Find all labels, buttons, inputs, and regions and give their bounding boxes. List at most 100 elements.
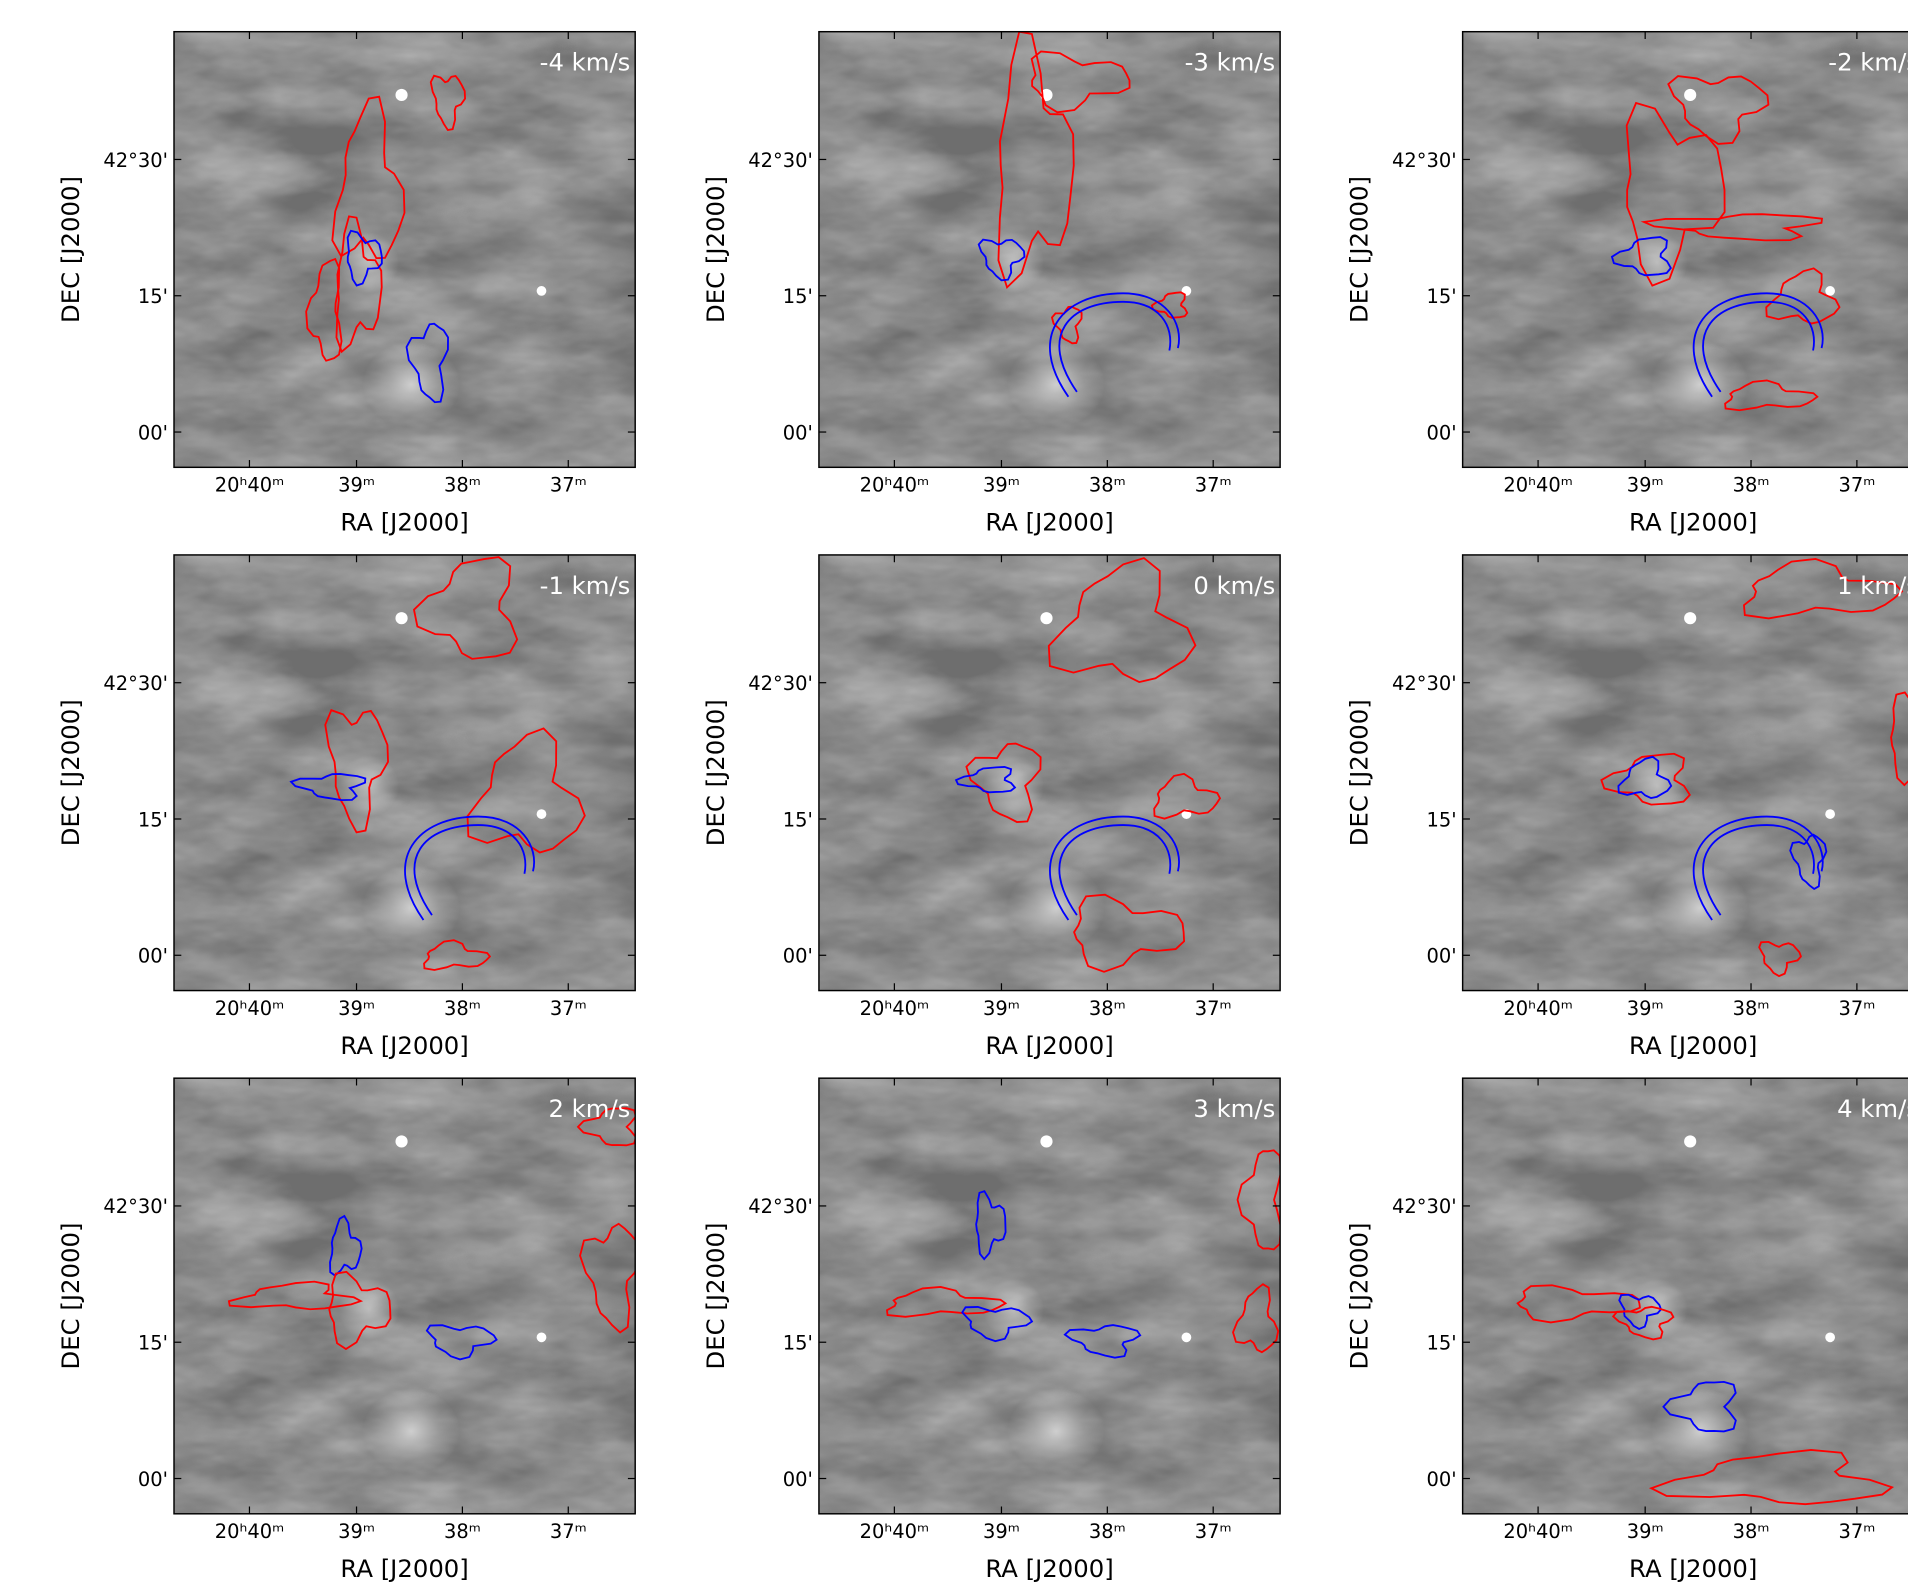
- x-tick-label: 38ᵐ: [1089, 997, 1126, 1020]
- x-tick-label: 20ʰ40ᵐ: [860, 997, 930, 1020]
- velocity-label: -4 km/s: [540, 48, 631, 77]
- star: [395, 1135, 407, 1147]
- x-axis-label: RA [J2000]: [340, 1031, 468, 1060]
- x-tick-label: 37ᵐ: [1195, 1520, 1232, 1543]
- y-axis-label: DEC [J2000]: [1345, 1223, 1374, 1370]
- x-tick-label: 37ᵐ: [1195, 474, 1232, 497]
- y-axis-label: DEC [J2000]: [1345, 176, 1374, 323]
- page: 20ʰ40ᵐ 39ᵐ 38ᵐ 37ᵐ 42°30' 15' 00' -4 km/s RA [J2…: [0, 0, 1908, 1582]
- star: [1684, 612, 1696, 624]
- velocity-label: 2 km/s: [548, 1094, 630, 1123]
- nebula-glow: [338, 756, 399, 817]
- star: [1040, 612, 1052, 624]
- x-tick-label: 39ᵐ: [338, 1520, 375, 1543]
- velocity-label: -3 km/s: [1185, 48, 1276, 77]
- sky-image: [1463, 555, 1908, 991]
- nebula-glow: [1008, 1388, 1105, 1473]
- y-tick-label: 15': [138, 285, 168, 308]
- y-tick-label: 15': [783, 808, 813, 831]
- y-tick-label: 15': [138, 808, 168, 831]
- y-tick-label: 00': [1426, 945, 1456, 968]
- star: [537, 1332, 547, 1342]
- star: [395, 612, 407, 624]
- star: [1825, 1332, 1835, 1342]
- velocity-label: 3 km/s: [1193, 1094, 1275, 1123]
- star: [395, 89, 407, 101]
- sky-image: [1463, 32, 1908, 468]
- star: [1040, 1135, 1052, 1147]
- y-tick-label: 42°30': [103, 1195, 168, 1218]
- y-axis-label: DEC [J2000]: [56, 1223, 85, 1370]
- velocity-label: 1 km/s: [1837, 571, 1908, 600]
- y-tick-label: 15': [783, 285, 813, 308]
- x-tick-label: 39ᵐ: [1627, 474, 1664, 497]
- y-tick-label: 42°30': [748, 672, 813, 695]
- x-tick-label: 39ᵐ: [338, 474, 375, 497]
- y-tick-label: 42°30': [748, 149, 813, 172]
- sky-image: [819, 32, 1280, 468]
- nebula-glow: [1651, 1388, 1748, 1473]
- x-tick-label: 20ʰ40ᵐ: [1503, 997, 1572, 1020]
- sky-image: [819, 555, 1280, 991]
- nebula-glow: [1008, 342, 1105, 427]
- star: [1825, 809, 1835, 819]
- y-axis-label: DEC [J2000]: [56, 699, 85, 846]
- x-tick-label: 38ᵐ: [444, 997, 481, 1020]
- y-tick-label: 15': [138, 1332, 168, 1355]
- x-tick-label: 38ᵐ: [1733, 1520, 1770, 1543]
- x-tick-label: 38ᵐ: [1089, 1520, 1126, 1543]
- y-tick-label: 00': [138, 1468, 168, 1491]
- x-tick-label: 37ᵐ: [1838, 474, 1875, 497]
- panel: 20ʰ40ᵐ39ᵐ38ᵐ37ᵐ42°30'15'00'3 km/sRA [J20…: [701, 1078, 1281, 1582]
- y-tick-label: 00': [783, 945, 813, 968]
- y-tick-label: 42°30': [103, 672, 168, 695]
- y-axis-label: DEC [J2000]: [1345, 699, 1374, 846]
- x-tick-label: 38ᵐ: [1089, 474, 1126, 497]
- x-tick-label: 39ᵐ: [983, 474, 1020, 497]
- figure: 20ʰ40ᵐ 39ᵐ 38ᵐ 37ᵐ 42°30' 15' 00' -4 km/s RA [J2…: [0, 0, 1908, 1582]
- y-tick-label: 00': [1426, 1468, 1456, 1491]
- x-axis-label: RA [J2000]: [1629, 1031, 1757, 1060]
- y-tick-label: 42°30': [1392, 672, 1457, 695]
- nebula-glow: [1008, 865, 1105, 950]
- sky-image: [1463, 1078, 1908, 1514]
- x-axis-label: RA [J2000]: [1629, 508, 1757, 537]
- nebula-glow: [363, 1388, 460, 1473]
- velocity-label: -1 km/s: [540, 571, 631, 600]
- nebula-glow: [1651, 342, 1748, 427]
- y-tick-label: 00': [1426, 421, 1456, 444]
- nebula-glow: [1651, 865, 1748, 950]
- nebula-glow: [363, 865, 460, 950]
- x-tick-label: 38ᵐ: [444, 1520, 481, 1543]
- x-tick-label: 20ʰ40ᵐ: [215, 474, 285, 497]
- y-tick-label: 15': [783, 1332, 813, 1355]
- y-tick-label: 00': [138, 421, 168, 444]
- star: [1825, 286, 1835, 296]
- x-tick-label: 20ʰ40ᵐ: [1503, 1520, 1572, 1543]
- y-tick-label: 42°30': [748, 1195, 813, 1218]
- y-tick-label: 00': [783, 421, 813, 444]
- x-tick-label: 37ᵐ: [1838, 997, 1875, 1020]
- x-tick-label: 37ᵐ: [550, 1520, 587, 1543]
- x-axis-label: RA [J2000]: [340, 508, 468, 537]
- star: [537, 809, 547, 819]
- x-tick-label: 20ʰ40ᵐ: [860, 1520, 930, 1543]
- x-tick-label: 39ᵐ: [1627, 997, 1664, 1020]
- x-tick-label: 38ᵐ: [1733, 474, 1770, 497]
- x-tick-label: 37ᵐ: [550, 474, 587, 497]
- panel: 20ʰ40ᵐ39ᵐ38ᵐ37ᵐ42°30'15'00'1 km/sRA [J20…: [1345, 555, 1908, 1060]
- x-tick-label: 39ᵐ: [1627, 1520, 1664, 1543]
- x-tick-label: 20ʰ40ᵐ: [215, 1520, 285, 1543]
- panel: 20ʰ40ᵐ39ᵐ38ᵐ37ᵐ42°30'15'00'-2 km/sRA [J2…: [1345, 32, 1908, 537]
- y-axis-label: DEC [J2000]: [701, 1223, 730, 1370]
- x-tick-label: 38ᵐ: [1733, 997, 1770, 1020]
- sky-image: [174, 1078, 640, 1514]
- x-tick-label: 20ʰ40ᵐ: [860, 474, 930, 497]
- x-axis-label: RA [J2000]: [985, 1554, 1113, 1582]
- y-tick-label: 42°30': [1392, 149, 1457, 172]
- x-tick-label: 20ʰ40ᵐ: [1503, 474, 1572, 497]
- velocity-label: 4 km/s: [1837, 1094, 1908, 1123]
